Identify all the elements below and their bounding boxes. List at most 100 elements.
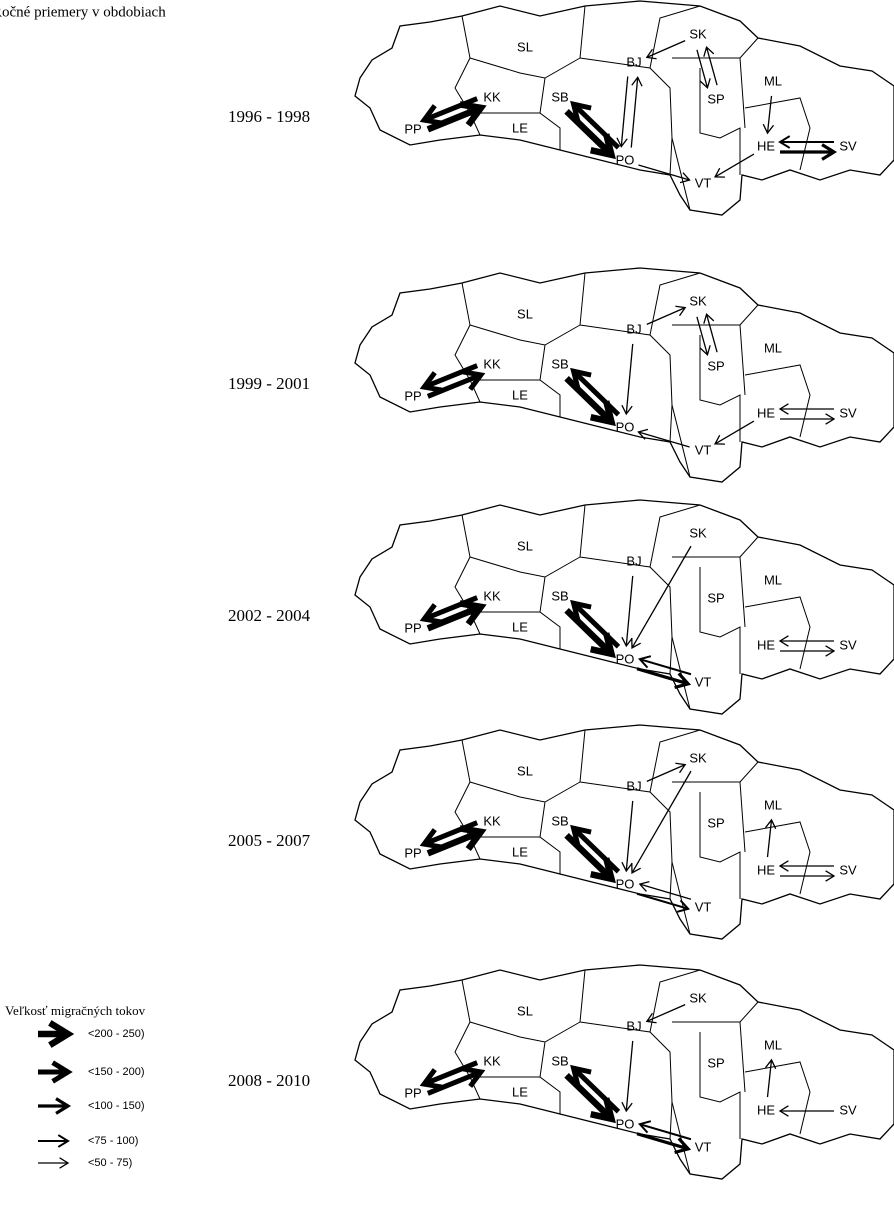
region-label: HE [757,862,775,877]
flow-arrow-shaft [646,40,686,58]
flow-arrow-head [459,825,487,851]
flow-arrow-head [762,123,775,135]
flow-arrow-head [778,1105,789,1117]
region-label: PP [404,620,421,635]
flow-arrow-head [589,400,616,427]
flow-arrow-head [638,655,652,669]
flow-arrow-head [570,367,592,390]
region-label: SL [517,39,533,54]
flow-arrow-head [675,305,687,317]
region-label: SK [689,26,707,41]
flow-arrow-shaft [766,1059,773,1098]
flow-arrow-shaft [705,46,718,86]
region-border [744,1061,811,1135]
region-label: LE [512,120,528,135]
period-label: 2005 - 2007 [228,831,311,850]
flow-arrow-shaft [625,800,634,872]
period-label: 1999 - 2001 [228,374,310,393]
flow-arrow-shaft [426,372,482,399]
map-outline [354,0,894,216]
map-panel: 1999 - 2001 PP SL KK LE SB BJ PO SK SP ML HE VT SV [228,267,894,483]
flow-arrow-shaft [571,102,621,150]
flow-arrow-head [674,672,692,690]
flow-arrow-shaft [714,153,755,178]
region-border [744,596,811,670]
region-label: KK [483,1053,501,1068]
flow-arrow-shaft [426,104,483,133]
map-panel: 2005 - 2007 PP SL KK LE SB BJ PO SK SP ML HE VT SV [228,724,894,940]
map-panel: 2002 - 2004 PP SL KK LE SB BJ PO SK SP ML HE VT SV [228,499,894,715]
flow-arrow-shaft [636,1132,689,1151]
region-label: KK [483,813,501,828]
region-label: SP [707,91,724,106]
region-label: SB [551,89,568,104]
region-border [699,1032,741,1139]
region-label: SP [707,1055,724,1070]
region-border [739,1021,746,1093]
flow-arrow-shaft [620,76,629,147]
region-label: PP [404,845,421,860]
flow-arrow-shaft [766,819,773,858]
flow-arrow-head [589,632,616,659]
flow-arrow-head [459,600,487,626]
region-label: BJ [626,321,641,336]
flow-arrow-head [589,133,616,160]
region-border [739,57,746,129]
region-label: PO [616,876,635,891]
flow-arrow-head [637,428,649,440]
flow-arrow-head [778,860,789,872]
region-label: SP [707,815,724,830]
period-label: 2008 - 2010 [228,1071,310,1090]
flow-arrow-head [621,404,633,416]
flow-arrow-head [419,104,443,126]
flow-arrow-head [638,880,650,892]
region-border [739,781,746,853]
flow-arrow-head [825,870,836,882]
flow-arrow-head [589,1097,616,1124]
flow-arrow-head [645,48,657,60]
region-label: VT [695,674,712,689]
period-label: 2002 - 2004 [228,606,311,625]
flow-arrow-head [59,1157,70,1169]
region-label: LE [512,1084,528,1099]
flow-arrow-shaft [564,608,614,657]
flow-arrow-shaft [426,603,483,632]
region-label: ML [764,1037,782,1052]
region-border [671,404,691,478]
region-border [539,1041,561,1114]
flow-arrow-shaft [696,316,709,356]
flow-arrow-head [679,172,691,184]
map-panel: 2008 - 2010 PP SL KK LE SB BJ PO SK SP ML HE VT SV [228,964,894,1180]
region-label: SK [689,750,707,765]
flow-arrow-shaft [423,363,479,390]
flow-arrow-shaft [571,826,621,874]
region-label: PP [404,121,421,136]
flow-arrow-head [674,1137,692,1155]
flow-arrow-shaft [636,892,689,910]
flow-arrow-head [821,143,838,161]
region-border [671,636,691,710]
flow-arrow-shaft [646,307,686,325]
region-label: HE [757,405,775,420]
flow-arrow-head [676,899,690,913]
flow-arrow-head [462,369,486,391]
flow-arrow-head [764,1058,777,1070]
flow-arrow-shaft [426,828,483,857]
flow-arrow-head [419,1068,443,1090]
flow-arrow-head [621,861,633,873]
flow-arrow-head [713,167,725,178]
flow-arrow-shaft [564,833,614,882]
legend-label: <75 - 100) [88,1135,138,1147]
region-border [699,792,741,899]
flow-arrow-head [419,371,443,393]
flow-arrow-shaft [423,96,479,123]
flow-arrow-head [462,1066,486,1088]
flow-arrow-shaft [625,575,634,647]
flow-arrow-shaft [639,1123,692,1141]
region-label: HE [757,138,775,153]
region-border [699,335,741,442]
flow-arrow-shaft [564,376,614,425]
region-border [649,5,701,69]
flow-arrow-shaft [646,764,686,782]
